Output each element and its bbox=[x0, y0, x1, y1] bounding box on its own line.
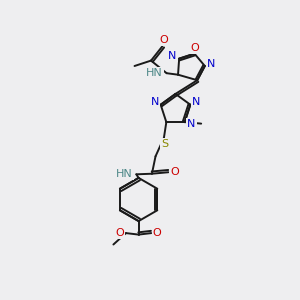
Text: N: N bbox=[151, 97, 159, 107]
Text: HN: HN bbox=[116, 169, 133, 179]
Text: O: O bbox=[153, 228, 162, 238]
Text: O: O bbox=[160, 35, 168, 45]
Text: N: N bbox=[168, 51, 177, 61]
Text: HN: HN bbox=[146, 68, 163, 78]
Text: O: O bbox=[190, 43, 199, 53]
Text: O: O bbox=[116, 228, 124, 238]
Text: N: N bbox=[187, 118, 196, 129]
Text: N: N bbox=[192, 97, 200, 107]
Text: S: S bbox=[161, 139, 168, 149]
Text: N: N bbox=[207, 59, 216, 70]
Text: O: O bbox=[170, 167, 179, 177]
